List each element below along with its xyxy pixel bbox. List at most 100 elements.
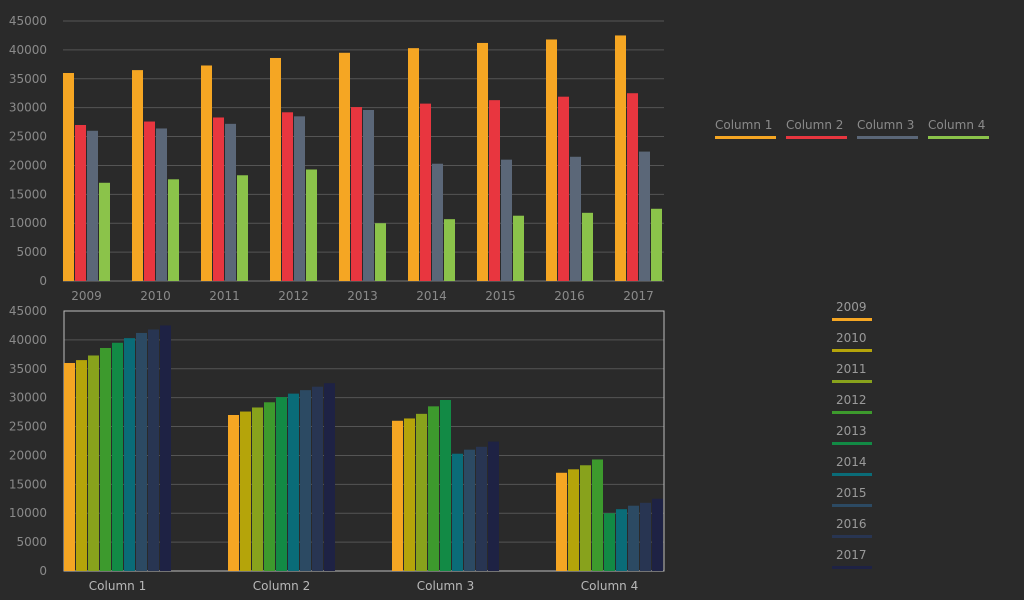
legend-swatch [857, 136, 918, 139]
bar-column-2-2015 [489, 100, 500, 282]
bar-2013-column-4 [604, 513, 615, 571]
bar-column-4-2016 [582, 212, 593, 281]
y-tick-label: 5000 [16, 245, 47, 259]
bar-2016-column-2 [312, 386, 323, 571]
bar-2012-column-2 [264, 402, 275, 571]
bar-2012-column-3 [428, 406, 439, 571]
bar-column-3-2009 [87, 130, 98, 281]
y-tick-label: 25000 [9, 420, 47, 434]
x-category-label: 2014 [416, 289, 447, 300]
y-tick-label: 40000 [9, 43, 47, 57]
x-category-label: Column 1 [89, 579, 146, 593]
legend-label: 2014 [836, 455, 867, 469]
y-tick-label: 20000 [9, 448, 47, 462]
legend-item: Column 2 [786, 118, 847, 139]
y-tick-label: 30000 [9, 391, 47, 405]
legend-label: 2016 [836, 517, 867, 531]
top-legend: Column 1 Column 2 Column 3 Column 4 [715, 118, 989, 139]
legend-swatch [832, 535, 872, 538]
bar-2011-column-3 [416, 413, 427, 571]
bar-column-1-2017 [615, 35, 626, 281]
bar-column-3-2014 [432, 163, 443, 281]
bar-column-3-2011 [225, 123, 236, 281]
legend-item: 2013 [832, 424, 872, 455]
legend-label: Column 2 [786, 118, 844, 132]
bar-column-3-2012 [294, 116, 305, 281]
bar-column-1-2014 [408, 48, 419, 282]
bottom-legend: 2009 2010 2011 2012 2013 2014 2015 2016 2017 [832, 300, 872, 579]
bar-2013-column-1 [112, 342, 123, 571]
x-category-label: Column 3 [417, 579, 474, 593]
legend-item: 2015 [832, 486, 872, 517]
legend-label: Column 3 [857, 118, 915, 132]
bar-2010-column-3 [404, 418, 415, 571]
y-tick-label: 45000 [9, 304, 47, 318]
legend-swatch [832, 504, 872, 507]
y-tick-label: 0 [39, 564, 47, 578]
bar-column-1-2013 [339, 52, 350, 282]
x-category-label: 2016 [554, 289, 585, 300]
legend-swatch [928, 136, 989, 139]
bar-2014-column-3 [452, 453, 463, 571]
bar-column-3-2017 [639, 151, 650, 281]
bar-2009-column-1 [64, 363, 75, 571]
x-category-label: 2010 [140, 289, 171, 300]
bar-column-4-2012 [306, 169, 317, 281]
bar-column-4-2011 [237, 175, 248, 281]
legend-swatch [832, 566, 872, 569]
bar-2014-column-4 [616, 509, 627, 571]
bar-2009-column-3 [392, 420, 403, 571]
bar-column-1-2009 [63, 73, 74, 281]
y-tick-label: 40000 [9, 333, 47, 347]
legend-swatch [832, 411, 872, 414]
bar-2011-column-4 [580, 465, 591, 571]
legend-item: 2016 [832, 517, 872, 548]
bar-2017-column-4 [652, 498, 663, 571]
y-tick-label: 45000 [9, 14, 47, 28]
bar-column-2-2009 [75, 125, 86, 281]
y-tick-label: 15000 [9, 187, 47, 201]
bar-2009-column-2 [228, 415, 239, 571]
legend-swatch [832, 318, 872, 321]
legend-swatch [832, 380, 872, 383]
bar-column-2-2014 [420, 103, 431, 281]
bar-2010-column-1 [76, 360, 87, 571]
bar-2016-column-3 [476, 446, 487, 571]
legend-item: Column 3 [857, 118, 918, 139]
y-tick-label: 35000 [9, 362, 47, 376]
legend-label: 2011 [836, 362, 867, 376]
legend-label: 2010 [836, 331, 867, 345]
bar-2017-column-2 [324, 383, 335, 571]
bar-2011-column-2 [252, 407, 263, 571]
x-category-label: 2009 [71, 289, 102, 300]
bar-2012-column-4 [592, 459, 603, 571]
legend-item: 2014 [832, 455, 872, 486]
bar-column-2-2012 [282, 112, 293, 282]
y-tick-label: 30000 [9, 101, 47, 115]
bar-column-4-2009 [99, 182, 110, 281]
legend-item: 2011 [832, 362, 872, 393]
legend-item: 2010 [832, 331, 872, 362]
bar-2017-column-3 [488, 441, 499, 571]
bar-column-3-2010 [156, 128, 167, 281]
bar-2014-column-2 [288, 393, 299, 571]
y-tick-label: 10000 [9, 216, 47, 230]
bar-column-3-2013 [363, 109, 374, 281]
bar-column-2-2017 [627, 93, 638, 281]
bar-2013-column-3 [440, 399, 451, 571]
bar-2014-column-1 [124, 338, 135, 571]
legend-label: 2009 [836, 300, 867, 314]
bar-2012-column-1 [100, 347, 111, 571]
bar-column-1-2010 [132, 70, 143, 281]
legend-swatch [786, 136, 847, 139]
x-category-label: 2012 [278, 289, 309, 300]
legend-label: 2012 [836, 393, 867, 407]
bar-2010-column-4 [568, 469, 579, 571]
x-category-label: Column 4 [581, 579, 638, 593]
bar-column-4-2014 [444, 219, 455, 281]
bar-2010-column-2 [240, 411, 251, 571]
bar-2013-column-2 [276, 397, 287, 571]
x-category-label: Column 2 [253, 579, 310, 593]
bar-column-2-2016 [558, 96, 569, 281]
bar-column-3-2016 [570, 156, 581, 281]
